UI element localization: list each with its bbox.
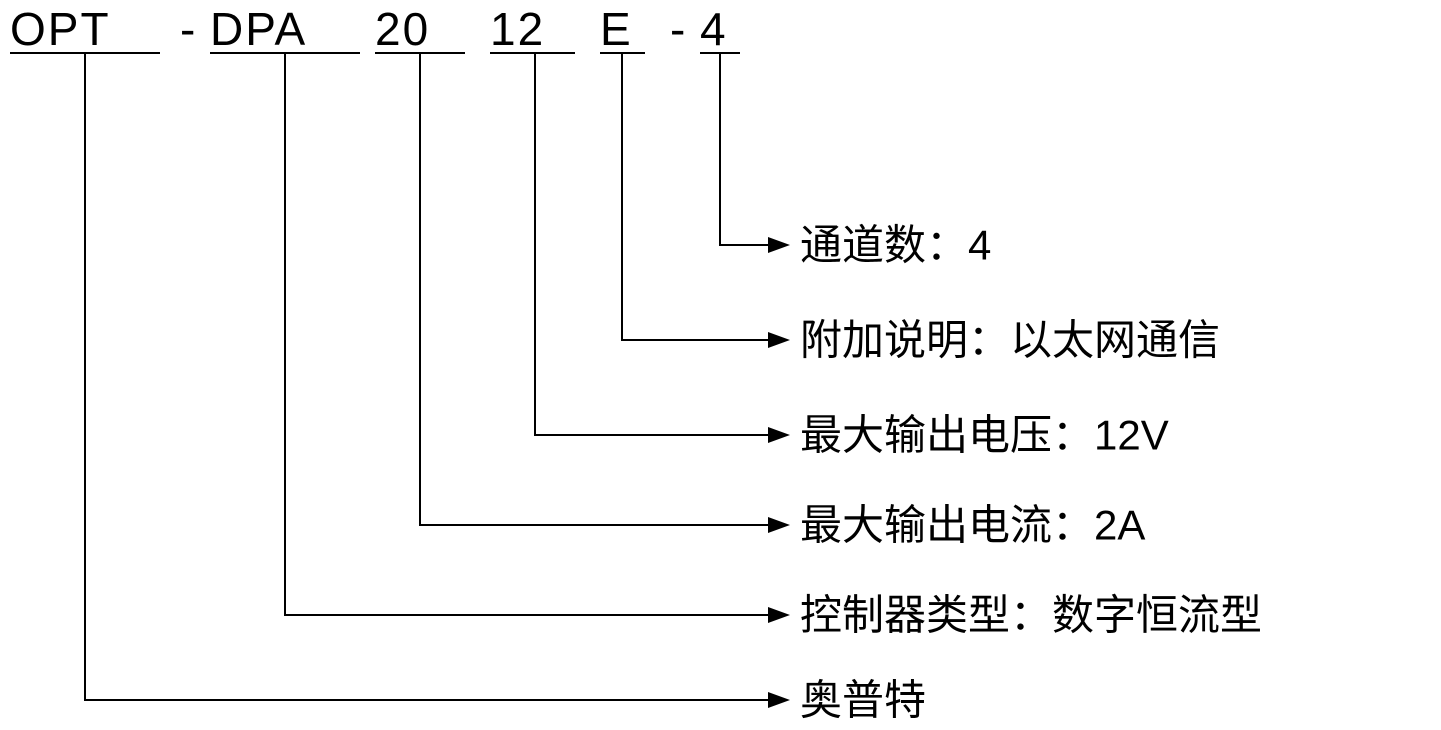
code-seg-4: 4: [700, 3, 728, 55]
callout-arrow-type: [768, 607, 790, 623]
callout-line-brand: [85, 53, 768, 700]
callout-arrow-voltage: [768, 427, 790, 443]
callout-arrow-addinfo: [768, 332, 790, 348]
callout-arrow-brand: [768, 692, 790, 708]
callout-label-channels: 通道数：4: [800, 222, 991, 269]
callout-line-type: [285, 53, 768, 615]
code-seg-dpa: DPA: [210, 3, 307, 55]
callout-line-channels: [720, 53, 768, 245]
code-seg-opt: OPT: [10, 3, 111, 55]
callout-line-current: [420, 53, 768, 525]
code-dash-2: -: [670, 3, 687, 55]
callout-label-brand: 奥普特: [800, 677, 926, 724]
callout-label-addinfo: 附加说明：以太网通信: [800, 317, 1220, 364]
callout-label-current: 最大输出电流：2A: [800, 502, 1145, 549]
callout-line-addinfo: [622, 53, 768, 340]
code-seg-12: 12: [490, 3, 545, 55]
callout-arrow-current: [768, 517, 790, 533]
code-seg-20: 20: [375, 3, 430, 55]
callout-label-voltage: 最大输出电压：12V: [800, 412, 1169, 459]
callout-label-type: 控制器类型：数字恒流型: [800, 592, 1262, 639]
code-dash-1: -: [180, 3, 197, 55]
callout-arrow-channels: [768, 237, 790, 253]
code-seg-e: E: [600, 3, 633, 55]
